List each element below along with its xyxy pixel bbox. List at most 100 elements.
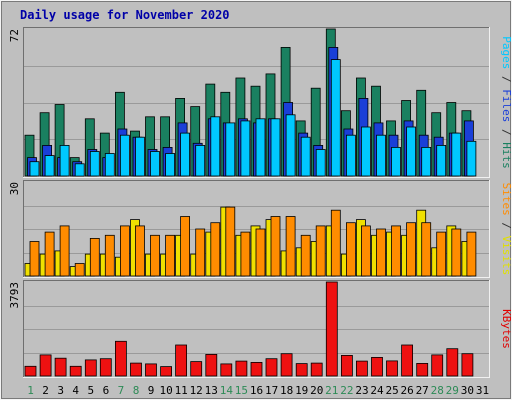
bar-sites xyxy=(150,234,160,277)
bar-pages xyxy=(59,144,70,177)
bar-sites xyxy=(89,237,100,277)
bar-kbytes xyxy=(39,354,52,377)
bar-kbytes xyxy=(325,281,338,377)
bar-kbytes xyxy=(84,359,97,377)
bar-pages xyxy=(89,151,100,177)
y-max-label: 3793 xyxy=(8,282,21,309)
bar-sites xyxy=(451,228,462,277)
x-tick-label: 10 xyxy=(159,384,172,397)
x-tick-label: 24 xyxy=(370,384,384,397)
bar-kbytes xyxy=(355,360,368,377)
bar-sites xyxy=(135,225,145,277)
x-tick-label: 8 xyxy=(133,384,140,397)
x-tick-label: 20 xyxy=(310,384,323,397)
series-pages xyxy=(29,59,477,177)
x-tick-label: 25 xyxy=(385,384,398,397)
legend-text-part: Files xyxy=(500,89,512,122)
x-tick-label: 4 xyxy=(72,384,79,397)
bar-kbytes xyxy=(220,363,233,377)
bar-pages xyxy=(135,136,145,177)
x-tick-label: 22 xyxy=(340,384,353,397)
bar-sites xyxy=(391,225,401,277)
x-axis-labels: 1 2 3 4 5 6 7 8 9 10 11 12 13 14 15 16 17 18 19 20 21 22 23 24 2… xyxy=(27,384,489,397)
bar-pages xyxy=(466,140,477,177)
bar-kbytes xyxy=(310,362,323,377)
bar-pages xyxy=(376,134,386,177)
bar-kbytes xyxy=(371,356,383,377)
bar-pages xyxy=(165,153,176,177)
x-tick-label: 19 xyxy=(295,384,308,397)
panel-0: 72 Pages / Files / Hits xyxy=(8,27,512,178)
bar-kbytes xyxy=(69,365,82,377)
bar-kbytes xyxy=(265,358,278,377)
legend-text-part: Visits xyxy=(500,236,512,276)
series-legend-label: KBytes xyxy=(500,309,512,349)
legend-text-part: / xyxy=(500,216,512,236)
bar-kbytes xyxy=(99,358,112,377)
bar-sites xyxy=(225,206,236,277)
x-tick-label: 13 xyxy=(205,384,218,397)
panel-1: 30 Sites / Visits xyxy=(8,180,512,278)
legend-text-part: Sites xyxy=(500,183,512,216)
bar-sites xyxy=(300,234,311,277)
x-tick-label: 16 xyxy=(250,384,263,397)
bar-sites xyxy=(376,228,386,277)
bar-pages xyxy=(300,136,311,177)
bar-pages xyxy=(406,126,417,177)
x-tick-label: 7 xyxy=(118,384,125,397)
bar-kbytes xyxy=(205,353,218,377)
legend-text-part: / xyxy=(500,69,512,89)
bar-kbytes xyxy=(461,353,474,377)
x-tick-label: 29 xyxy=(446,384,459,397)
chart-panels: 72 Pages / Files / Hits 30 Sites / Visits 37… xyxy=(8,27,512,378)
bar-pages xyxy=(225,122,236,177)
bar-pages xyxy=(29,161,40,177)
x-tick-label: 31 xyxy=(476,384,489,397)
bar-sites xyxy=(270,216,281,277)
x-tick-label: 18 xyxy=(280,384,293,397)
bar-kbytes xyxy=(446,348,459,377)
x-tick-label: 5 xyxy=(87,384,94,397)
bar-kbytes xyxy=(416,362,429,377)
bar-sites xyxy=(406,222,417,277)
series-sites xyxy=(29,206,477,277)
x-tick-label: 6 xyxy=(103,384,110,397)
bar-pages xyxy=(120,134,130,177)
x-tick-label: 27 xyxy=(416,384,429,397)
x-tick-label: 28 xyxy=(431,384,444,397)
series-legend-label: Pages / Files / Hits xyxy=(500,36,512,169)
bar-sites xyxy=(421,222,432,277)
bar-kbytes xyxy=(431,354,444,377)
bar-sites xyxy=(59,225,70,277)
bar-pages xyxy=(451,132,462,177)
bar-sites xyxy=(180,216,191,277)
x-tick-label: 12 xyxy=(190,384,203,397)
bar-sites xyxy=(285,216,296,277)
bar-pages xyxy=(180,132,191,177)
bar-pages xyxy=(255,118,266,177)
bar-sites xyxy=(255,228,266,277)
bar-sites xyxy=(104,234,115,277)
bar-kbytes xyxy=(295,363,308,377)
x-tick-label: 2 xyxy=(42,384,49,397)
x-tick-label: 9 xyxy=(148,384,155,397)
x-tick-label: 30 xyxy=(461,384,474,397)
bar-kbytes xyxy=(401,344,414,377)
bar-pages xyxy=(104,153,115,177)
bar-sites xyxy=(436,231,447,277)
x-tick-label: 3 xyxy=(57,384,64,397)
bar-kbytes xyxy=(160,366,173,377)
bar-sites xyxy=(210,222,221,277)
bar-sites xyxy=(315,225,326,277)
bar-sites xyxy=(240,231,251,277)
bar-pages xyxy=(285,114,296,177)
bar-sites xyxy=(195,228,206,277)
bar-sites xyxy=(44,231,55,277)
bar-pages xyxy=(150,151,160,177)
bar-kbytes xyxy=(24,365,37,377)
x-tick-label: 21 xyxy=(325,384,338,397)
bar-pages xyxy=(421,146,432,177)
